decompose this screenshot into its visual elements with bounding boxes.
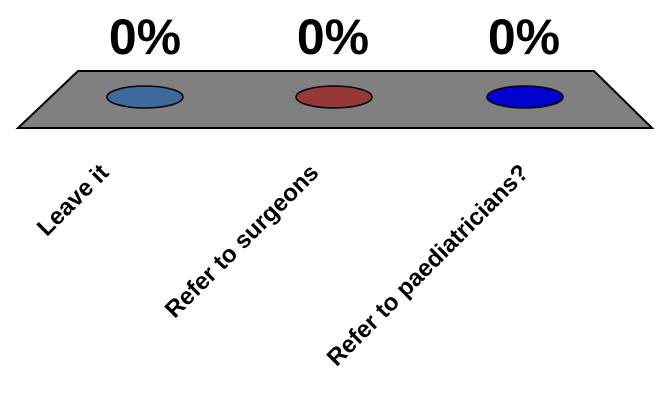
bars-layer (106, 85, 564, 109)
bar-leave-it (106, 85, 184, 109)
value-label-refer-to-surgeons: 0% (297, 9, 369, 65)
bar-refer-to-surgeons (295, 85, 373, 109)
value-label-leave-it: 0% (109, 9, 181, 65)
bar-top-refer-to-surgeons (295, 85, 373, 109)
bar-refer-to-paediatricians (486, 85, 564, 109)
bar-top-leave-it (106, 85, 184, 109)
category-label-leave-it: Leave it (32, 159, 114, 241)
category-label-refer-to-surgeons: Refer to surgeons (160, 159, 324, 323)
value-label-refer-to-paediatricians: 0% (488, 9, 560, 65)
category-label-refer-to-paediatricians: Refer to paediatricians? (322, 159, 534, 371)
bar-top-refer-to-paediatricians (486, 85, 564, 109)
